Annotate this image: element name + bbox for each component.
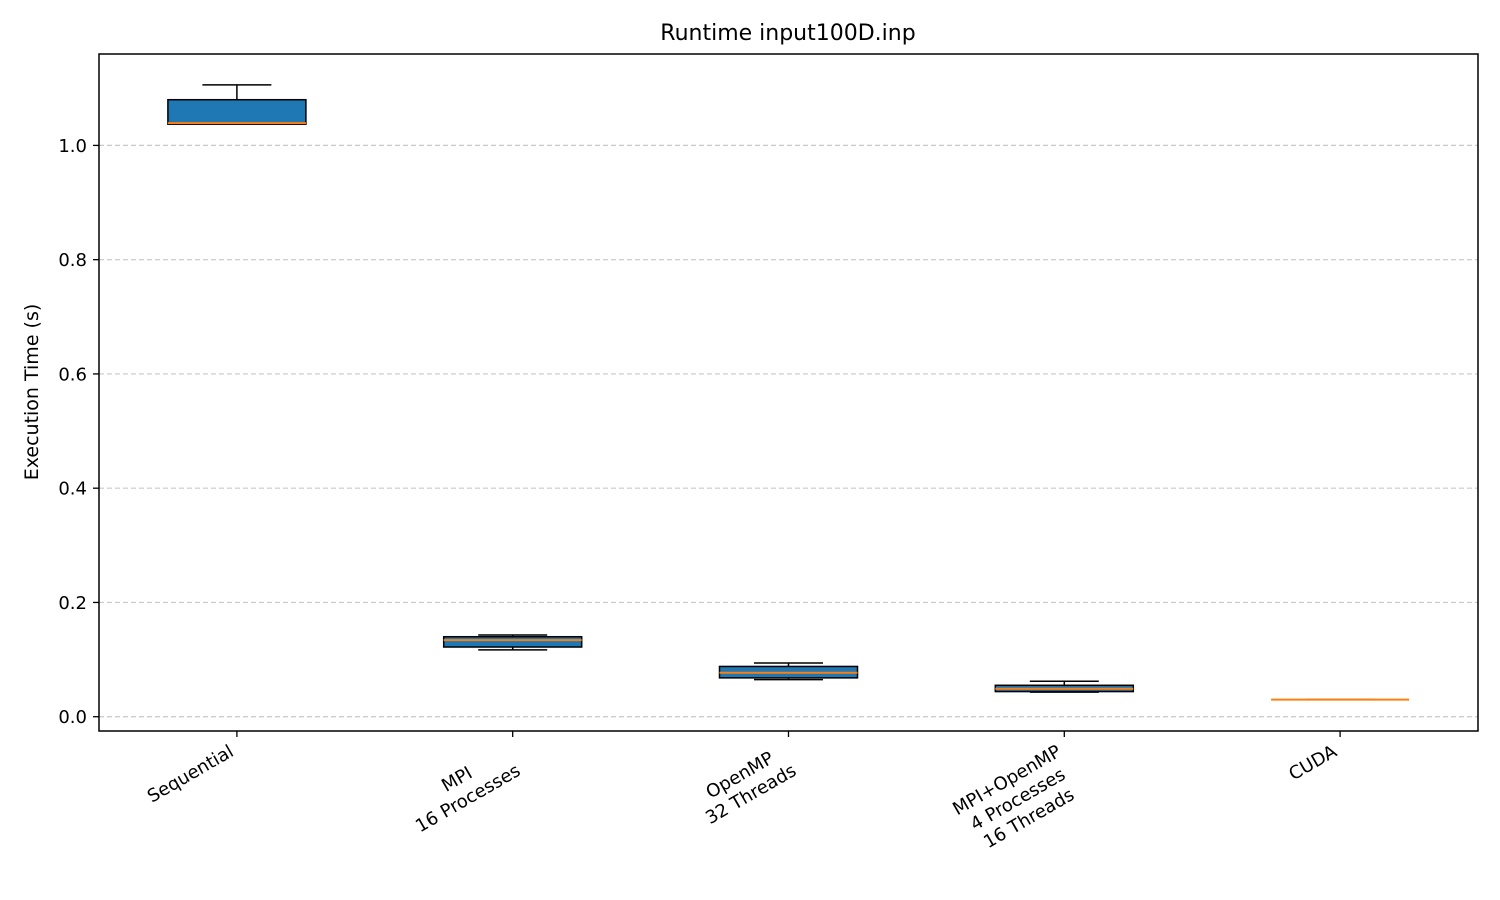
x-tick-label: OpenMP32 Threads [691,741,800,829]
y-tick-label: 0.8 [58,250,87,271]
plot-area-frame [98,53,1479,732]
y-tick-label: 0.2 [58,593,87,614]
chart-title: Runtime input100D.inp [660,21,915,46]
y-tick-label: 1.0 [58,136,87,157]
y-tick-label: 0.0 [58,707,87,728]
y-axis-ticks: 0.0 0.2 0.4 0.6 0.8 1.0 [58,136,99,728]
box [167,98,307,126]
box-group [994,680,1135,693]
y-tick-label: 0.6 [58,364,87,385]
x-tick-label: MPI+OpenMP4 Processes16 Threads [949,741,1087,858]
boxes [167,84,1410,701]
x-tick-label-line: CUDA [1285,741,1341,785]
x-axis-ticks: Sequential MPI16 Processes OpenMP32 Thread… [144,731,1341,858]
x-tick-label: MPI16 Processes [401,741,524,837]
x-tick-label-line: Sequential [144,741,238,807]
box [442,635,583,648]
y-tick-label: 0.4 [58,479,87,500]
box-group [718,662,859,681]
box-group [167,84,307,126]
box-group [442,634,583,651]
x-tick-label: Sequential [144,741,238,807]
y-axis-label: Execution Time (s) [21,304,43,481]
x-tick-label: CUDA [1285,741,1341,785]
gridlines [99,144,1478,718]
